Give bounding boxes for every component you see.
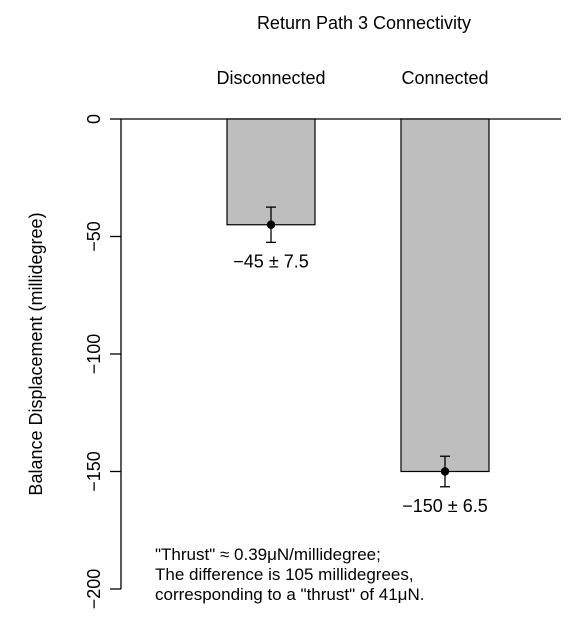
y-tick-label: −200: [84, 569, 104, 610]
bar: [400, 118, 490, 473]
mean-point: [440, 467, 450, 476]
y-tick-label: 0: [84, 114, 104, 124]
mean-point: [266, 220, 276, 229]
bar-group: Disconnected −45 ± 7.5: [216, 68, 325, 271]
y-tick-label: −50: [84, 221, 104, 252]
y-tick-label: −100: [84, 334, 104, 375]
category-label: Connected: [401, 68, 488, 88]
annotation-line-3: corresponding to a "thrust" of 41μN.: [155, 585, 424, 604]
y-ticks: 0 −50 −100 −150 −200: [84, 114, 121, 609]
annotation-line-1: "Thrust" ≈ 0.39μN/millidegree;: [155, 545, 381, 564]
chart-title: Return Path 3 Connectivity: [257, 13, 471, 33]
y-tick-label: −150: [84, 451, 104, 492]
category-label: Disconnected: [216, 68, 325, 88]
y-axis: 0 −50 −100 −150 −200: [84, 114, 122, 609]
y-axis-label: Balance Displacement (millidegree): [26, 212, 46, 495]
bars: Disconnected −45 ± 7.5 Connected −150 ± 6.5: [216, 68, 490, 516]
value-label: −45 ± 7.5: [233, 251, 308, 271]
bar-group: Connected −150 ± 6.5: [400, 68, 490, 516]
value-label: −150 ± 6.5: [402, 496, 487, 516]
annotation-line-2: The difference is 105 millidegrees,: [155, 565, 414, 584]
annotation: "Thrust" ≈ 0.39μN/millidegree; The diffe…: [155, 545, 424, 604]
